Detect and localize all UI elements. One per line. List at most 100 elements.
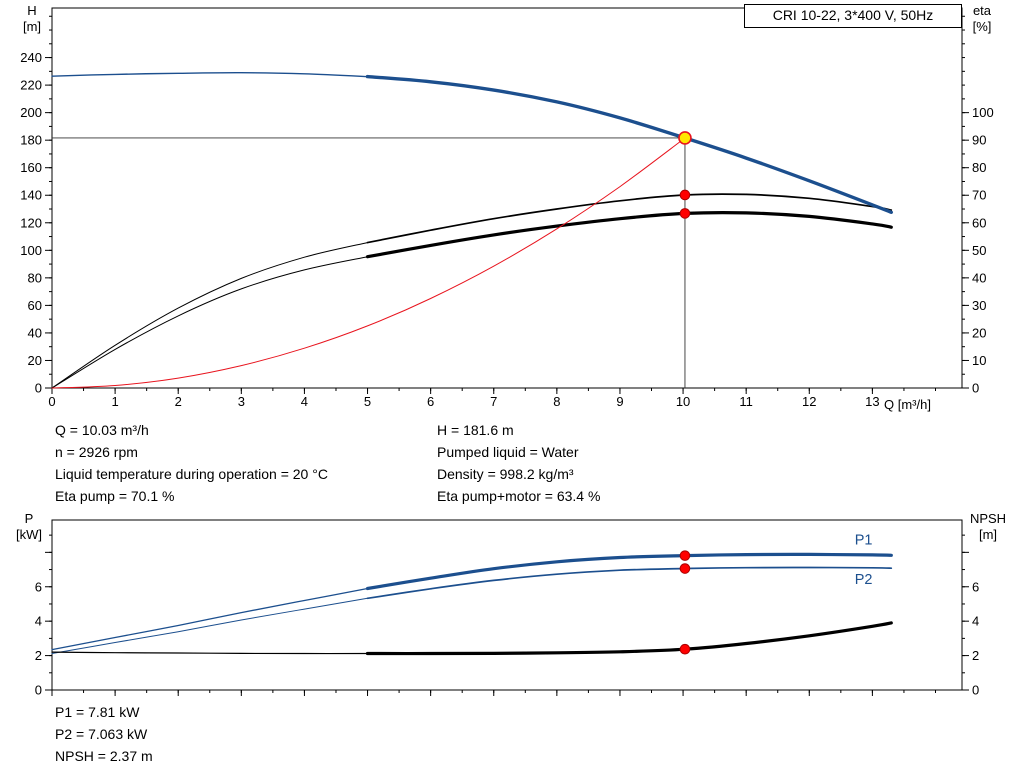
tick-label: 240 [20, 50, 42, 65]
eta-axis-label-line1: eta [972, 3, 992, 18]
duty-point-marker [678, 131, 692, 145]
tick-label: 5 [364, 394, 371, 409]
tick-label: 6 [35, 579, 42, 594]
tick-label: 70 [972, 188, 986, 203]
operating-point-marker [679, 563, 691, 574]
power-npsh-chart: 0 2 4 6 0 2 4 6 P1 P2 [35, 519, 979, 698]
tick-label: 180 [20, 133, 42, 148]
tick-label: 2 [35, 648, 42, 663]
tick-label: 40 [972, 270, 986, 285]
curve-label-P2: P2 [855, 572, 873, 588]
series [51, 71, 893, 389]
tick-label: 10 [972, 353, 986, 368]
p-axis-label: P [kW] [8, 511, 50, 543]
annotation-eta-pump-motor: Eta pump+motor = 63.4 % [437, 488, 601, 504]
eta-pump-curve-below-min-flow [51, 242, 368, 389]
annotation-density: Density = 998.2 kg/m³ [437, 466, 574, 482]
tick-label: 10 [676, 394, 690, 409]
tick-label: 100 [972, 105, 994, 120]
P2-curve [366, 566, 893, 600]
h-axis-label-line2: [m] [22, 19, 42, 34]
tick-label: 0 [35, 381, 42, 396]
npsh-axis-label: NPSH [m] [958, 511, 1018, 543]
operating-point-marker [679, 208, 691, 219]
plot-border [51, 519, 963, 691]
npsh-axis-label-line1: NPSH [969, 511, 1007, 526]
tick-label: 100 [20, 243, 42, 258]
duty-annotations-right: H = 181.6 m Pumped liquid = Water Densit… [437, 419, 600, 507]
power-annotations: P1 = 7.81 kW P2 = 7.063 kW NPSH = 2.37 m [55, 701, 153, 767]
axis-ticks [45, 534, 969, 696]
tick-label: 13 [865, 394, 879, 409]
tick-label: 80 [28, 270, 42, 285]
tick-labels: 0 2 4 6 0 2 4 6 [35, 579, 979, 697]
tick-label: 2 [175, 394, 182, 409]
tick-label: 6 [427, 394, 434, 409]
system-curve [51, 137, 686, 389]
pump-title-box: CRI 10-22, 3*400 V, 50Hz [744, 4, 962, 28]
pump-title: CRI 10-22, 3*400 V, 50Hz [772, 7, 934, 23]
NPSH-curve-below-min-flow [51, 651, 369, 655]
NPSH-curve [365, 621, 893, 656]
tick-label: 200 [20, 105, 42, 120]
pump-curve-H [365, 74, 893, 214]
annotation-flow: Q = 10.03 m³/h [55, 422, 149, 438]
tick-label: 20 [972, 325, 986, 340]
duty-annotations-left: Q = 10.03 m³/h n = 2926 rpm Liquid tempe… [55, 419, 328, 507]
annotation-p2: P2 = 7.063 kW [55, 726, 148, 742]
annotation-speed: n = 2926 rpm [55, 444, 138, 460]
h-axis-label-line1: H [27, 3, 37, 18]
tick-label: 0 [972, 381, 979, 396]
tick-label: 4 [35, 614, 42, 629]
annotation-head: H = 181.6 m [437, 422, 514, 438]
tick-label: 50 [972, 243, 986, 258]
tick-label: 80 [972, 160, 986, 175]
tick-label: 1 [111, 394, 118, 409]
tick-label: 4 [972, 614, 979, 629]
tick-label: 220 [20, 78, 42, 93]
tick-label: 40 [28, 325, 42, 340]
qh-eta-chart: 0 1 2 3 4 5 6 7 8 9 10 11 12 130204060801001201401601… [20, 7, 994, 409]
h-axis-label: H [m] [12, 3, 52, 35]
annotation-liquid-temperature: Liquid temperature during operation = 20… [55, 466, 328, 482]
tick-label: 7 [490, 394, 497, 409]
series [51, 552, 893, 656]
tick-label: 30 [972, 298, 986, 313]
npsh-axis-label-line2: [m] [978, 527, 998, 542]
operating-point-marker [679, 189, 691, 201]
pump-curve-H-below-min-flow [51, 71, 369, 78]
tick-label: 0 [35, 683, 42, 698]
annotation-eta-pump: Eta pump = 70.1 % [55, 488, 175, 504]
eta-pump-motor-curve-below-min-flow [51, 256, 368, 389]
p-axis-label-line1: P [24, 511, 34, 526]
operating-point-marker [679, 550, 691, 561]
eta-pump-motor-curve [365, 211, 893, 259]
operating-point-marker [679, 643, 691, 655]
eta-axis-label: eta [%] [960, 3, 1004, 35]
P1-curve-below-min-flow [51, 587, 369, 651]
tick-label: 9 [616, 394, 623, 409]
tick-label: 120 [20, 215, 42, 230]
q-axis-label: Q [m³/h] [884, 397, 931, 412]
tick-label: 4 [301, 394, 308, 409]
tick-label: 3 [238, 394, 245, 409]
tick-label: 6 [972, 579, 979, 594]
p-axis-label-line2: [kW] [16, 527, 42, 542]
annotation-pumped-liquid: Pumped liquid = Water [437, 444, 579, 460]
tick-label: 20 [28, 353, 42, 368]
tick-labels: 0 1 2 3 4 5 6 7 8 9 10 11 12 130204060801001201401601… [20, 50, 993, 409]
tick-label: 140 [20, 188, 42, 203]
axis-ticks [45, 15, 969, 394]
tick-label: 2 [972, 648, 979, 663]
annotation-npsh: NPSH = 2.37 m [55, 748, 153, 764]
curve-label-P1: P1 [855, 533, 873, 549]
annotation-p1: P1 = 7.81 kW [55, 704, 140, 720]
tick-label: 12 [802, 394, 816, 409]
plot-border [51, 7, 963, 389]
tick-label: 160 [20, 160, 42, 175]
tick-label: 60 [28, 298, 42, 313]
tick-label: 11 [739, 394, 753, 409]
P1-curve [365, 552, 893, 591]
